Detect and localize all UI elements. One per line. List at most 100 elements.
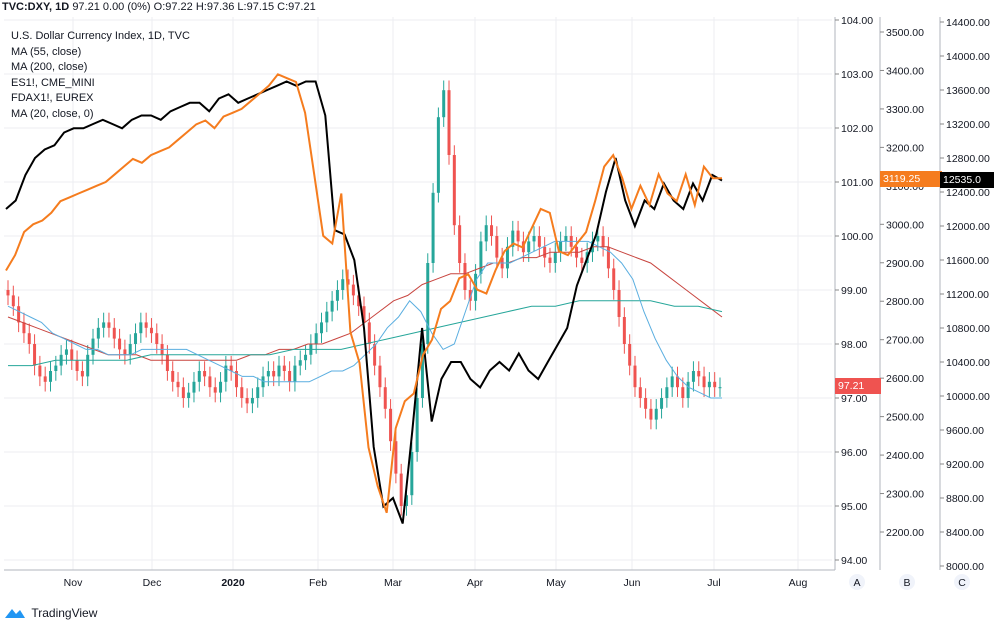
dxy-candle (149, 318, 153, 343)
dxy-candle (660, 388, 664, 419)
dxy-candle (511, 220, 515, 257)
dxy-candle (628, 334, 632, 376)
tradingview-brand[interactable]: TradingView (31, 605, 98, 620)
dxy-candle (245, 388, 249, 414)
quote-values: 97.21 0.00 (0%) O:97.22 H:97.36 L:97.15 … (72, 1, 316, 13)
dxy-candle (654, 399, 658, 430)
dxy-candle (6, 280, 10, 306)
axis-a-tick-label: 103.00 (841, 69, 873, 81)
time-tick-label: Aug (789, 577, 808, 589)
svg-text:B: B (903, 577, 910, 589)
axis-b-tick-label: 3000.00 (886, 219, 924, 231)
dxy-candle (601, 226, 605, 257)
axis-b-button[interactable]: B (899, 574, 915, 590)
dxy-candle (134, 323, 138, 354)
dxy-candle (606, 237, 610, 279)
axis-a-tick-label: 94.00 (841, 555, 867, 567)
dxy-candle (192, 372, 196, 403)
dxy-candle (240, 377, 244, 408)
axis-b-tick-label: 2600.00 (886, 373, 924, 385)
dxy-candle (27, 323, 31, 354)
fdax-price-badge: 12535.0 (940, 172, 994, 188)
dxy-candle (713, 372, 717, 397)
time-tick-label: Jun (624, 577, 641, 589)
axis-a-tick-label: 100.00 (841, 231, 873, 243)
dxy-candle (33, 334, 37, 376)
axis-a-tick-label: 101.00 (841, 177, 873, 189)
legend-item-ma200[interactable]: MA (200, close) (11, 61, 88, 73)
dxy-candles (6, 80, 722, 516)
dxy-candle (208, 366, 212, 397)
dxy-candle (479, 231, 483, 284)
axis-c-tick-label: 8000.00 (946, 561, 984, 573)
tradingview-logo-icon[interactable] (4, 606, 26, 620)
axis-b-tick-label: 3300.00 (886, 104, 924, 116)
dxy-candle (495, 226, 499, 268)
dxy-candle (139, 312, 143, 343)
dxy-candle (431, 183, 435, 273)
dxy-candle (219, 372, 223, 403)
dxy-candle (70, 339, 74, 370)
axis-c-tick-label: 10400.00 (946, 357, 990, 369)
dxy-candle (330, 291, 334, 322)
axis-c-tick-label: 11600.00 (946, 255, 989, 267)
time-tick-label: Apr (467, 577, 484, 589)
fdax-line (5, 80, 723, 524)
legend-item-dxy[interactable]: U.S. Dollar Currency Index, 1D, TVC (11, 30, 190, 42)
es-price-badge: 3119.25 (880, 171, 942, 187)
dxy-candle (580, 247, 584, 273)
axis-c-tick-label: 10000.00 (946, 391, 990, 403)
axis-c-tick-label: 13200.00 (946, 119, 990, 131)
dxy-candle (612, 258, 616, 300)
dxy-candle (649, 399, 653, 430)
dxy-candle (43, 366, 47, 392)
dxy-candle (633, 355, 637, 397)
dxy-candle (564, 226, 568, 252)
legend-item-ma55[interactable]: MA (55, close) (11, 45, 82, 58)
dxy-candle (691, 361, 695, 392)
axis-c-tick-label: 12800.00 (946, 153, 990, 165)
dxy-candle (165, 345, 169, 381)
legend-item-fdax[interactable]: FDAX1!, EUREX (11, 92, 94, 104)
axis-b-tick-label: 3400.00 (886, 65, 924, 77)
dxy-candle (458, 215, 462, 273)
dxy-candle (102, 312, 106, 338)
dxy-candle (181, 377, 185, 408)
axis-c-tick-label: 8400.00 (946, 527, 984, 539)
dxy-candle (176, 372, 180, 397)
dxy-candle (505, 237, 509, 279)
legend-item-es[interactable]: ES1!, CME_MINI (11, 76, 95, 89)
axis-c-button[interactable]: C (954, 574, 970, 590)
axis-c-tick-label: 14000.00 (946, 51, 990, 63)
dxy-candle (484, 215, 488, 252)
dxy-candle (373, 334, 377, 376)
axis-a-tick-label: 95.00 (841, 501, 867, 513)
dxy-candle (622, 307, 626, 354)
footer: TradingView (4, 603, 97, 621)
legend-item-ma20[interactable]: MA (20, close, 0) (11, 107, 94, 120)
axis-c-tick-label: 14400.00 (946, 17, 990, 29)
axis-c-tick-label: 9600.00 (946, 425, 984, 437)
dxy-candle (203, 361, 207, 387)
dxy-candle (49, 361, 53, 392)
time-tick-label: Feb (309, 577, 327, 589)
dxy-candle (559, 231, 563, 262)
svg-text:A: A (853, 577, 860, 589)
dxy-candle (341, 269, 345, 300)
dxy-candle (718, 377, 722, 397)
axis-c-tick-label: 13600.00 (946, 85, 990, 97)
axis-c-tick-label: 12000.00 (946, 221, 990, 233)
axis-a-tick-label: 97.00 (841, 393, 867, 405)
axis-b-tick-label: 2800.00 (886, 296, 924, 308)
dxy-candle (325, 301, 329, 333)
axis-b-tick-label: 2500.00 (886, 412, 924, 424)
dxy-candle (537, 226, 541, 257)
dxy-price-badge: 97.21 (835, 378, 881, 394)
dxy-candle (319, 312, 323, 343)
axis-c-tick-label: 11200.00 (946, 289, 989, 301)
dxy-candle (426, 253, 430, 354)
axis-b-tick-label: 3200.00 (886, 142, 924, 154)
dxy-candle (155, 323, 159, 354)
axis-a-button[interactable]: A (849, 574, 865, 590)
